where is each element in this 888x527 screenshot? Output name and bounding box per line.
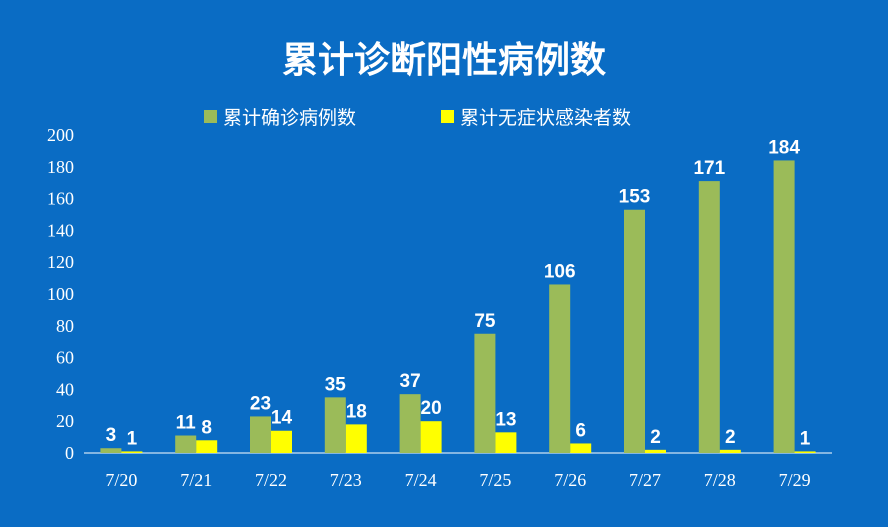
legend: 累计确诊病例数 累计无症状感染者数 [204,107,631,129]
x-tick-label: 7/20 [105,470,137,490]
bar-asymptomatic [495,432,517,453]
y-tick-label: 120 [47,252,74,272]
legend-swatch-confirmed [204,110,217,123]
y-tick-label: 200 [47,125,74,145]
data-label-confirmed: 106 [544,261,576,282]
y-tick-label: 20 [56,411,74,431]
bar-confirmed [624,209,645,453]
data-label-asymptomatic: 1 [800,428,811,449]
data-label-confirmed: 37 [400,371,421,392]
data-label-asymptomatic: 8 [201,417,212,438]
data-label-asymptomatic: 2 [725,427,736,448]
data-label-asymptomatic: 6 [575,420,586,441]
bars [100,160,816,454]
y-tick-label: 180 [47,157,74,177]
y-tick-label: 140 [47,220,74,240]
data-label-asymptomatic: 2 [650,427,661,448]
bar-confirmed [324,397,346,453]
x-tick-label: 7/29 [779,470,811,490]
data-label-confirmed: 171 [693,158,725,179]
x-tick-label: 7/26 [554,470,586,490]
y-tick-label: 80 [56,316,74,336]
x-tick-label: 7/28 [704,470,736,490]
bar-confirmed [698,181,720,454]
bar-asymptomatic [719,449,741,453]
data-label-asymptomatic: 13 [495,409,516,430]
bar-asymptomatic [570,443,592,453]
x-tick-label: 7/23 [330,470,362,490]
data-label-confirmed: 11 [176,413,197,434]
y-tick-label: 60 [56,348,74,368]
bar-confirmed [100,448,122,453]
bar-confirmed [250,416,271,453]
data-label-confirmed: 3 [106,425,117,446]
data-label-confirmed: 35 [325,374,347,395]
legend-label-confirmed: 累计确诊病例数 [223,107,356,129]
data-label-asymptomatic: 1 [127,428,138,449]
y-tick-label: 0 [65,443,74,463]
y-tick-label: 160 [47,189,74,209]
x-tick-label: 7/24 [405,470,437,490]
y-tick-label: 100 [47,284,74,304]
x-tick-label: 7/22 [255,470,287,490]
bar-confirmed [549,284,571,453]
bar-asymptomatic [121,451,143,453]
data-label-confirmed: 75 [474,311,496,332]
bar-asymptomatic [345,424,367,453]
bar-asymptomatic [794,451,816,453]
bar-asymptomatic [420,421,442,453]
bar-confirmed [773,160,795,453]
bar-asymptomatic [645,449,666,453]
y-tick-label: 40 [56,379,74,399]
bar-confirmed [175,435,197,453]
data-label-asymptomatic: 20 [421,398,442,419]
x-tick-label: 7/25 [479,470,511,490]
data-label-asymptomatic: 14 [271,408,293,429]
bar-asymptomatic [271,430,292,453]
y-axis: 0 20 40 60 80 100 120 140 160 180 200 [47,125,74,463]
chart-title: 累计诊断阳性病例数 [282,40,606,81]
data-label-asymptomatic: 18 [346,401,367,422]
bar-asymptomatic [196,440,218,453]
x-axis: 7/20 7/21 7/22 7/23 7/24 7/25 7/26 7/27 7/28 7/29 [84,452,832,490]
bar-confirmed [399,394,421,453]
data-label-confirmed: 153 [619,187,651,208]
legend-swatch-asymptomatic [441,110,454,123]
x-tick-label: 7/21 [180,470,212,490]
data-label-confirmed: 184 [768,137,800,158]
x-tick-label: 7/27 [629,470,661,490]
data-label-confirmed: 23 [250,393,271,414]
bar-confirmed [474,333,496,453]
legend-label-asymptomatic: 累计无症状感染者数 [460,107,631,129]
